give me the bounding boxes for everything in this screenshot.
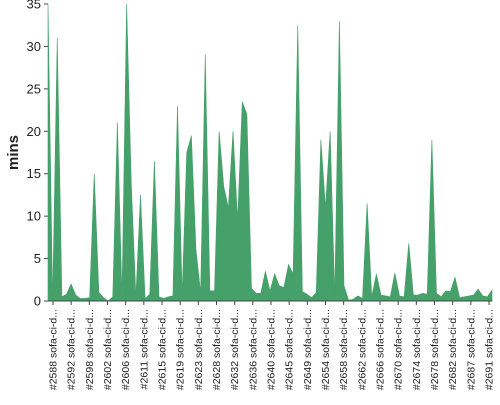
y-tick-label: 25: [27, 81, 41, 96]
x-tick-label: #2687 sofa-ci-d...: [465, 309, 477, 390]
x-tick-label: #2674 sofa-ci-d...: [411, 309, 423, 390]
x-tick-label: #2588 sofa-ci-d...: [48, 309, 60, 390]
x-tick-label: #2602 sofa-ci-d...: [102, 309, 114, 390]
area-series: [47, 3, 493, 302]
y-tick-label: 10: [27, 209, 41, 224]
y-tick-label: 30: [27, 39, 41, 54]
y-axis-title: mins: [5, 135, 22, 170]
x-tick-label: #2649 sofa-ci-d...: [302, 309, 314, 390]
x-tick-label: #2632 sofa-ci-d...: [229, 309, 241, 390]
x-tick-label: #2592 sofa-ci-d...: [66, 309, 78, 390]
x-tick-label: #2691 sofa-ci-d...: [484, 309, 496, 390]
x-tick-label: #2640 sofa-ci-d...: [266, 309, 278, 390]
x-tick-label: #2662 sofa-ci-d...: [356, 309, 368, 390]
x-tick-label: #2611 sofa-ci-d...: [138, 309, 150, 389]
x-tick-label: #2645 sofa-ci-d...: [284, 309, 296, 390]
y-tick-label: 20: [27, 124, 41, 139]
x-tick-label: #2628 sofa-ci-d...: [211, 309, 223, 390]
x-axis: #2588 sofa-ci-d... #2592 sofa-ci-d... #259…: [48, 301, 496, 390]
y-tick-label: 5: [34, 251, 41, 266]
x-tick-label: #2666 sofa-ci-d...: [375, 309, 387, 390]
x-tick-label: #2619 sofa-ci-d...: [175, 309, 187, 390]
x-tick-label: #2682 sofa-ci-d...: [447, 309, 459, 390]
x-tick-label: #2636 sofa-ci-d...: [247, 309, 259, 390]
x-tick-label: #2615 sofa-ci-d...: [157, 309, 169, 390]
x-tick-label: #2598 sofa-ci-d...: [84, 309, 96, 390]
y-axis: 0 5 10 15 20 25 30 35: [27, 0, 48, 309]
y-tick-label: 15: [27, 166, 41, 181]
y-tick-label: 35: [27, 0, 41, 12]
x-tick-label: #2654 sofa-ci-d...: [320, 309, 332, 390]
x-tick-label: #2606 sofa-ci-d...: [120, 309, 132, 390]
y-tick-label: 0: [34, 294, 41, 309]
x-tick-label: #2678 sofa-ci-d...: [429, 309, 441, 390]
x-tick-label: #2623 sofa-ci-d...: [193, 309, 205, 390]
x-tick-label: #2658 sofa-ci-d...: [338, 309, 350, 390]
x-tick-label: #2670 sofa-ci-d...: [393, 309, 405, 390]
